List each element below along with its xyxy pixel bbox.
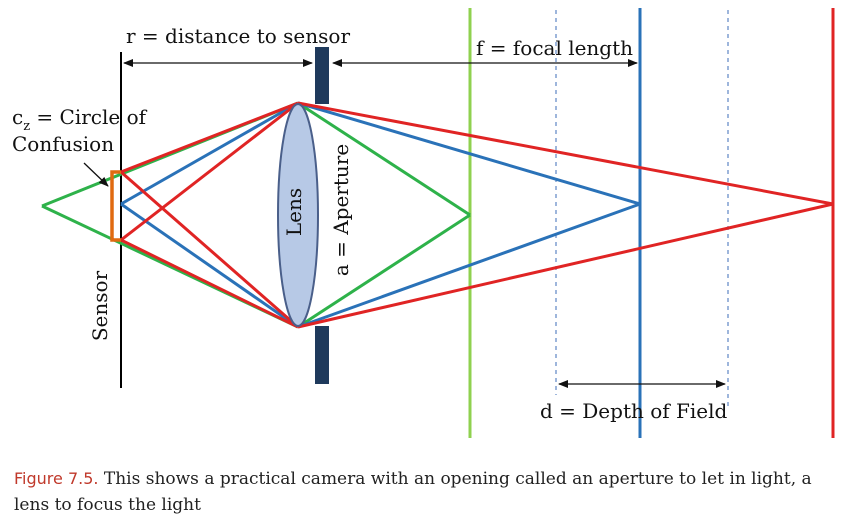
coc-label-line2: Confusion (12, 132, 114, 156)
camera-optics-diagram: r = distance to sensor f = focal length … (12, 8, 835, 438)
aperture-bottom-block (315, 326, 329, 384)
dof-label: d = Depth of Field (540, 399, 728, 423)
aperture-top-block (315, 47, 329, 104)
figure-caption: Figure 7.5. This shows a practical camer… (14, 466, 838, 518)
sensor-label: Sensor (88, 270, 112, 341)
lens-label: Lens (282, 188, 306, 236)
coc-pointer-arrow (83, 162, 109, 187)
coc-label-line1: cz = Circle of (12, 105, 148, 134)
red-rays (120, 101, 834, 329)
r-label: r = distance to sensor (126, 24, 350, 48)
blue-rays (120, 101, 641, 329)
f-label: f = focal length (476, 36, 633, 60)
caption-text: This shows a practical camera with an op… (14, 469, 812, 515)
figure-number: Figure 7.5. (14, 469, 99, 488)
circle-of-confusion-bracket (110, 170, 121, 242)
lens-shape (277, 103, 319, 327)
aperture-label: a = Aperture (329, 144, 353, 276)
